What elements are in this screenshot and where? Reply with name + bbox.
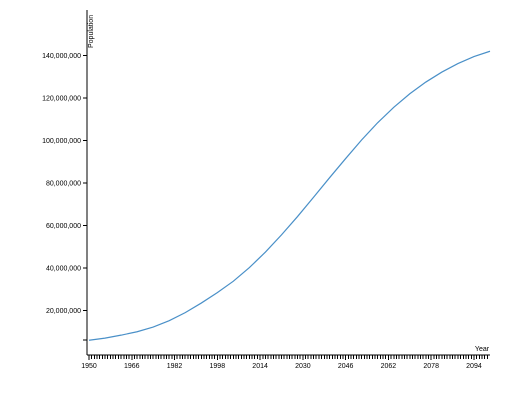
series-line — [88, 50, 491, 341]
x-tick-label: 2046 — [338, 363, 354, 370]
x-tick-label: 1966 — [124, 363, 140, 370]
x-tick-label: 2094 — [466, 363, 482, 370]
x-axis-title: Year — [475, 346, 490, 353]
y-tick-label: 140,000,000 — [42, 53, 81, 60]
y-tick-label: 40,000,000 — [46, 266, 81, 273]
x-axis-minor-ticks — [88, 355, 488, 360]
x-tick-label: 1998 — [210, 363, 226, 370]
series-group — [88, 50, 491, 341]
y-tick-label: 80,000,000 — [46, 181, 81, 188]
x-tick-label: 2062 — [381, 363, 397, 370]
x-tick-label: 2014 — [252, 363, 268, 370]
y-tick-label: 20,000,000 — [46, 308, 81, 315]
x-tick-label: 2078 — [423, 363, 439, 370]
chart-axes — [86, 10, 490, 356]
y-tick-label: 120,000,000 — [42, 96, 81, 103]
x-tick-label: 1982 — [167, 363, 183, 370]
y-axis-title: Population — [88, 15, 95, 48]
y-tick-label: 100,000,000 — [42, 138, 81, 145]
y-tick-label: 60,000,000 — [46, 223, 81, 230]
y-axis-ticks: 20,000,000 40,000,000 60,000,000 80,000,000… — [42, 53, 87, 341]
x-tick-label: 1950 — [81, 363, 97, 370]
x-axis-ticks: 1950 1966 1982 1998 2014 2030 2046 2062 2078 2094 — [81, 363, 482, 370]
x-tick-label: 2030 — [295, 363, 311, 370]
